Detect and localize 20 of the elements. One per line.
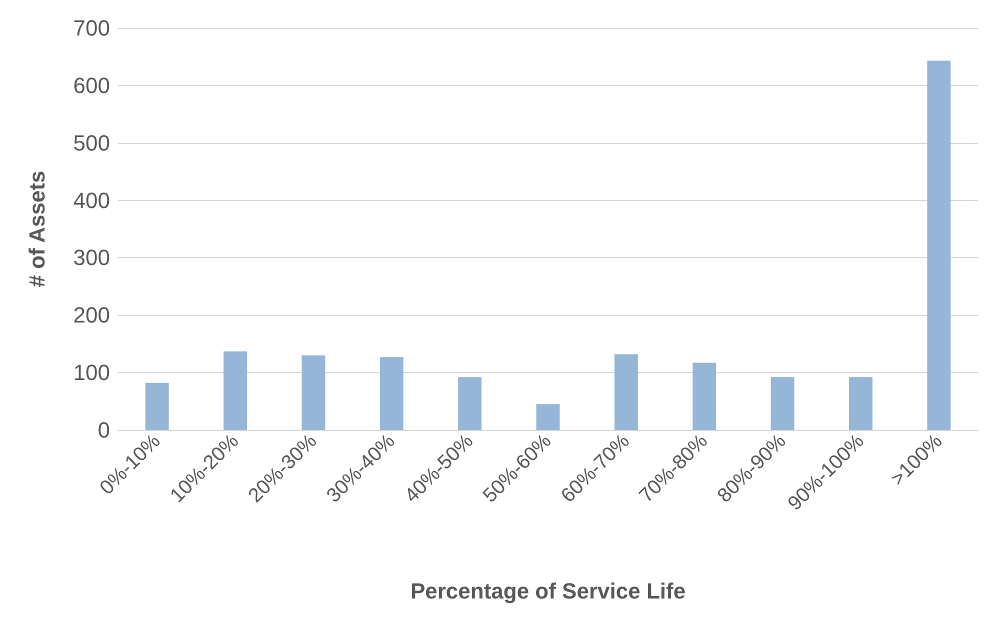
y-tick-label: 100 (73, 360, 110, 386)
x-axis-title: Percentage of Service Life (410, 578, 686, 604)
bar (692, 362, 716, 430)
bar (614, 354, 638, 430)
y-tick-label: 300 (73, 245, 110, 270)
bar (380, 357, 404, 430)
bar (770, 377, 794, 430)
bar (302, 355, 326, 430)
y-axis-title: # of Assets (24, 170, 50, 288)
bar (224, 351, 247, 430)
bar (927, 60, 951, 430)
bar (536, 404, 560, 430)
y-tick-label: 400 (73, 188, 110, 213)
y-tick-label: 200 (73, 302, 110, 328)
y-tick-label: 700 (73, 16, 110, 40)
y-tick-label: 600 (73, 72, 110, 98)
y-tick-label: 500 (73, 130, 110, 156)
bar (145, 382, 169, 430)
bar (849, 377, 872, 430)
bar (458, 377, 482, 430)
